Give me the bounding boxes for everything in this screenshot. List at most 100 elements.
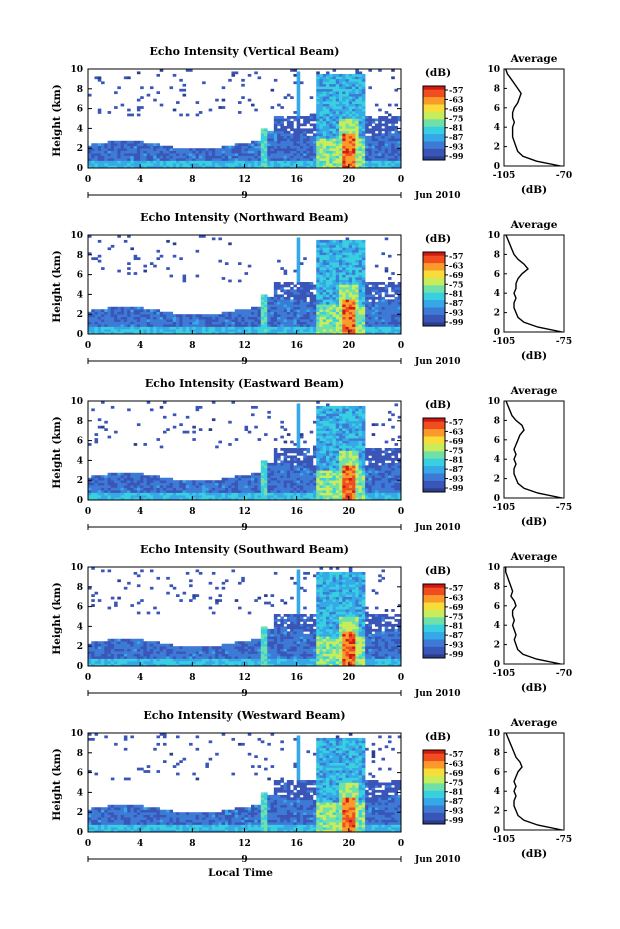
heatmap-cell [156,163,161,166]
colorbar-swatch [423,95,445,98]
heatmap-cell [329,487,333,491]
heatmap-cell [303,128,307,132]
heatmap-cell [361,244,366,248]
heatmap-cell [211,160,216,164]
heatmap-cell [198,492,203,496]
heatmap-cell [277,492,281,496]
heatmap-cell [329,78,333,82]
heatmap-cell [303,118,307,122]
heatmap-cell [195,155,200,159]
heatmap-cell [117,86,121,90]
heatmap-cell [286,497,291,501]
heatmap-cell [264,490,268,493]
heatmap-cell [280,452,284,456]
heatmap-cell [110,319,115,322]
heatmap-cell [182,165,187,169]
heatmap-cell [326,428,330,431]
heatmap-cell [176,485,180,488]
heatmap-cell [221,155,226,159]
heatmap-cell [345,78,350,82]
heatmap-cell [293,487,297,491]
heatmap-cell [339,247,343,251]
heatmap-cell [316,83,320,87]
heatmap-cell [176,326,180,330]
heatmap-cell [316,485,320,488]
heatmap-cell [267,296,271,300]
heatmap-cell [365,123,369,127]
heatmap-cell [329,247,333,251]
heatmap-cell [345,163,350,166]
heatmap-cell [185,148,190,151]
heatmap-cell [107,148,112,151]
heatmap-cell [94,153,99,156]
heatmap-cell [277,477,281,481]
heatmap-cell [237,485,242,488]
heatmap-cell [277,118,281,122]
heatmap-cell [365,319,369,322]
heatmap-cell [290,150,294,154]
heatmap-cell [182,485,187,488]
heatmap-cell [162,495,167,498]
heatmap-cell [348,282,353,285]
heatmap-cell [339,415,343,419]
heatmap-cell [352,282,356,285]
heatmap-cell [228,495,232,498]
heatmap-cell [97,418,102,422]
heatmap-cell [97,143,102,147]
heatmap-cell [348,455,353,459]
heatmap-cell [355,309,359,313]
heatmap-cell [280,153,284,156]
heatmap-cell [159,331,164,335]
heatmap-cell [374,316,379,320]
heatmap-cell [267,477,271,481]
heatmap-cell [267,465,271,469]
heatmap-cell [101,331,105,335]
heatmap-cell [326,415,330,419]
heatmap-cell [179,326,183,330]
heatmap-cell [326,252,330,256]
heatmap-cell [270,480,275,483]
heatmap-cell [381,329,385,332]
heatmap-cell [277,296,281,300]
heatmap-cell [159,103,164,107]
heatmap-cell [192,314,196,317]
heatmap-cell [208,155,213,159]
heatmap-cell [319,264,324,268]
heatmap-cell [143,150,147,154]
heatmap-cell [260,331,265,335]
heatmap-cell [339,324,343,327]
heatmap-cell [140,314,144,317]
heatmap-cell [162,497,167,501]
heatmap-cell [342,472,346,476]
heatmap-cell [316,477,320,481]
heatmap-cell [381,145,385,149]
colorbar-swatch [423,100,445,104]
heatmap-cell [192,490,196,493]
heatmap-cell [365,155,369,159]
heatmap-cell [254,150,258,154]
heatmap-cell [326,133,330,137]
heatmap-cell [326,495,330,498]
heatmap-cell [127,153,131,156]
heatmap-cell [358,135,363,139]
heatmap-cell [335,106,340,109]
heatmap-cell [329,497,333,501]
heatmap-cell [270,467,275,471]
heatmap-cell [345,272,350,275]
heatmap-cell [290,148,294,151]
heatmap-cell [283,282,288,285]
heatmap-cell [329,443,333,446]
heatmap-cell [94,150,99,154]
heatmap-cell [244,158,249,161]
heatmap-cell [348,443,353,446]
heatmap-cell [312,160,317,164]
heatmap-cell [378,140,382,144]
heatmap-cell [153,153,157,156]
heatmap-cell [365,284,369,288]
heatmap-cell [316,145,320,149]
heatmap-cell [143,492,147,496]
heatmap-cell [348,267,353,270]
heatmap-cell [335,497,340,501]
heatmap-cell [345,158,350,161]
heatmap-cell [208,153,213,156]
